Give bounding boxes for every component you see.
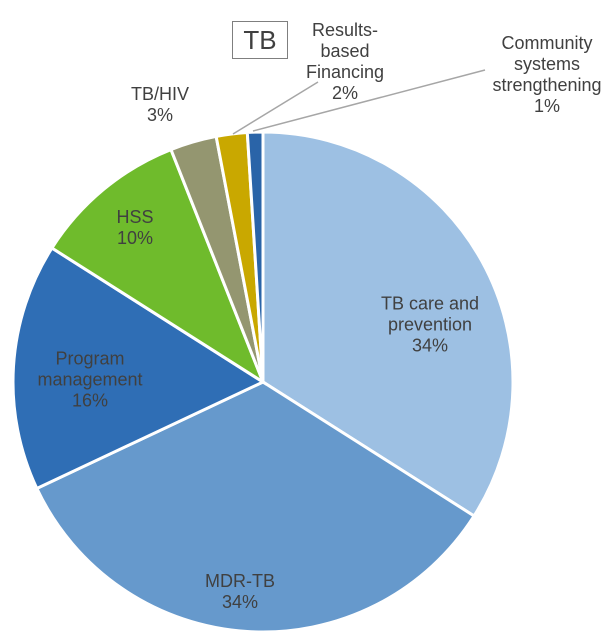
leader-line — [252, 69, 486, 132]
slice-label: MDR-TB 34% — [180, 571, 300, 613]
chart-title: TB — [232, 21, 288, 59]
pie-slice — [34, 380, 477, 632]
slice-label: Community systems strengthening 1% — [485, 33, 610, 117]
category-label: Community systems strengthening — [492, 33, 602, 95]
category-label: TB care and prevention — [380, 293, 480, 335]
value-label: 3% — [146, 105, 173, 125]
value-label: 34% — [411, 335, 449, 356]
value-label: 2% — [331, 83, 358, 103]
slice-label: HSS 10% — [95, 207, 175, 249]
slice-label: TB/HIV 3% — [120, 84, 200, 126]
slice-label: Program management 16% — [10, 349, 170, 412]
pie-slice — [245, 130, 265, 383]
category-label: Results-based Financing — [305, 20, 385, 82]
value-label: 1% — [533, 96, 560, 116]
slice-label: Results-based Financing 2% — [295, 20, 395, 104]
value-label: 16% — [71, 390, 109, 411]
category-label: TB/HIV — [130, 84, 189, 104]
pie-slice — [49, 147, 267, 386]
category-label: Program management — [37, 348, 143, 390]
leader-line — [232, 81, 319, 135]
value-label: 10% — [116, 228, 154, 248]
category-label: HSS — [116, 207, 154, 227]
category-label: MDR-TB — [205, 571, 275, 591]
slice-label: TB care and prevention 34% — [345, 294, 515, 357]
pie-slice — [11, 245, 267, 491]
value-label: 34% — [221, 592, 259, 612]
